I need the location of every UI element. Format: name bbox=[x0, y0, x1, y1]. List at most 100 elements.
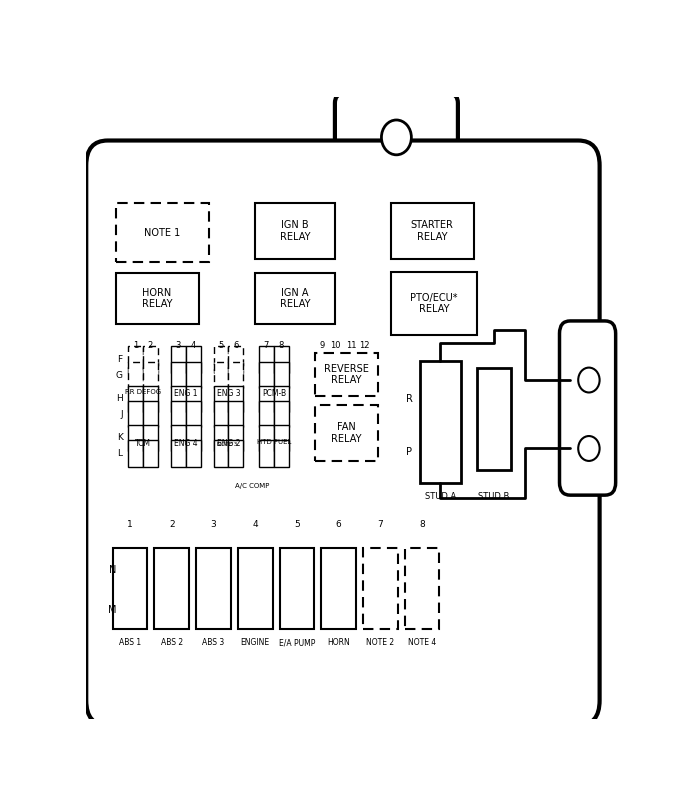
Bar bbox=[170, 425, 186, 451]
Text: G: G bbox=[116, 371, 123, 380]
Bar bbox=[116, 203, 209, 262]
Bar bbox=[228, 425, 244, 451]
Bar bbox=[420, 361, 461, 482]
Bar bbox=[213, 362, 228, 388]
Text: A: A bbox=[586, 444, 592, 453]
FancyBboxPatch shape bbox=[560, 321, 615, 495]
Text: M: M bbox=[108, 605, 117, 615]
Bar bbox=[128, 385, 143, 412]
Bar bbox=[228, 385, 244, 412]
Text: 5: 5 bbox=[294, 520, 300, 529]
Text: 2: 2 bbox=[148, 340, 153, 350]
Bar bbox=[228, 347, 244, 372]
Bar bbox=[143, 385, 158, 412]
Bar bbox=[170, 402, 186, 427]
Bar bbox=[170, 385, 186, 412]
Text: IGN A
RELAY: IGN A RELAY bbox=[279, 288, 310, 309]
Text: A: A bbox=[586, 376, 592, 385]
Bar bbox=[351, 159, 442, 169]
Text: NOTE 4: NOTE 4 bbox=[408, 638, 436, 647]
Bar bbox=[186, 425, 201, 451]
Bar bbox=[315, 405, 378, 461]
Text: 6: 6 bbox=[233, 340, 239, 350]
Text: 9: 9 bbox=[320, 340, 325, 350]
Bar bbox=[186, 362, 201, 388]
Bar bbox=[213, 425, 228, 451]
Bar bbox=[143, 402, 158, 427]
Text: N: N bbox=[109, 565, 117, 574]
Text: HORN
RELAY: HORN RELAY bbox=[141, 288, 172, 309]
Bar bbox=[112, 548, 148, 629]
Text: P: P bbox=[406, 447, 413, 457]
Bar bbox=[213, 347, 228, 372]
Text: STUD B: STUD B bbox=[478, 492, 510, 501]
Text: 7: 7 bbox=[264, 340, 269, 350]
Text: NOTE 3: NOTE 3 bbox=[217, 442, 237, 448]
Bar bbox=[363, 548, 397, 629]
Bar bbox=[228, 362, 244, 388]
Text: F: F bbox=[117, 355, 123, 364]
Text: ENG 2: ENG 2 bbox=[217, 440, 240, 448]
Bar bbox=[170, 440, 186, 466]
Bar bbox=[259, 362, 274, 388]
Text: K: K bbox=[117, 433, 123, 443]
Text: NOTE 2: NOTE 2 bbox=[366, 638, 395, 647]
Text: 12: 12 bbox=[359, 340, 370, 350]
Text: STARTER
RELAY: STARTER RELAY bbox=[411, 220, 453, 242]
Bar bbox=[128, 362, 143, 388]
Bar bbox=[255, 203, 335, 259]
Bar bbox=[238, 548, 273, 629]
Bar bbox=[274, 362, 289, 388]
Bar bbox=[259, 402, 274, 427]
Bar bbox=[259, 425, 274, 451]
Bar bbox=[170, 347, 186, 372]
Text: 1: 1 bbox=[127, 520, 133, 529]
Bar bbox=[143, 425, 158, 451]
FancyBboxPatch shape bbox=[86, 141, 600, 726]
Bar bbox=[228, 440, 244, 466]
Bar bbox=[196, 548, 231, 629]
Text: ABS 3: ABS 3 bbox=[202, 638, 225, 647]
Text: ENGINE: ENGINE bbox=[241, 638, 270, 647]
Bar bbox=[391, 203, 474, 259]
Text: R: R bbox=[406, 393, 413, 404]
Bar bbox=[186, 402, 201, 427]
Text: TCM: TCM bbox=[135, 440, 151, 448]
Text: 8: 8 bbox=[279, 340, 284, 350]
Text: PTO/ECU*
RELAY: PTO/ECU* RELAY bbox=[410, 292, 457, 314]
Text: L: L bbox=[117, 449, 123, 458]
Bar bbox=[477, 368, 511, 470]
Bar bbox=[315, 353, 378, 396]
Text: 3: 3 bbox=[175, 340, 181, 350]
Text: 3: 3 bbox=[210, 520, 217, 529]
Text: STUD A: STUD A bbox=[425, 492, 456, 501]
Text: 1: 1 bbox=[132, 340, 138, 350]
Text: E/A PUMP: E/A PUMP bbox=[279, 638, 315, 647]
Bar bbox=[259, 385, 274, 412]
Bar bbox=[228, 402, 244, 427]
Bar bbox=[186, 385, 201, 412]
Bar bbox=[391, 272, 477, 335]
Bar bbox=[186, 440, 201, 466]
Bar bbox=[170, 362, 186, 388]
Text: NOTE 1: NOTE 1 bbox=[144, 228, 180, 238]
Bar bbox=[128, 402, 143, 427]
Bar bbox=[116, 273, 199, 324]
Text: FAN
RELAY: FAN RELAY bbox=[331, 422, 362, 444]
Bar bbox=[279, 548, 315, 629]
Text: ABS 2: ABS 2 bbox=[161, 638, 183, 647]
Bar bbox=[186, 347, 201, 372]
Bar bbox=[213, 385, 228, 412]
Bar bbox=[213, 440, 228, 466]
Bar bbox=[143, 440, 158, 466]
Text: 5: 5 bbox=[218, 340, 224, 350]
Text: 4: 4 bbox=[190, 340, 196, 350]
Bar bbox=[274, 385, 289, 412]
Text: RR DEFOG: RR DEFOG bbox=[125, 389, 161, 395]
Text: ENG 3: ENG 3 bbox=[217, 389, 240, 398]
Text: PCM-B: PCM-B bbox=[262, 389, 286, 398]
Bar bbox=[143, 362, 158, 388]
Text: IGN B
RELAY: IGN B RELAY bbox=[279, 220, 310, 242]
Text: 7: 7 bbox=[377, 520, 383, 529]
Bar bbox=[259, 347, 274, 372]
